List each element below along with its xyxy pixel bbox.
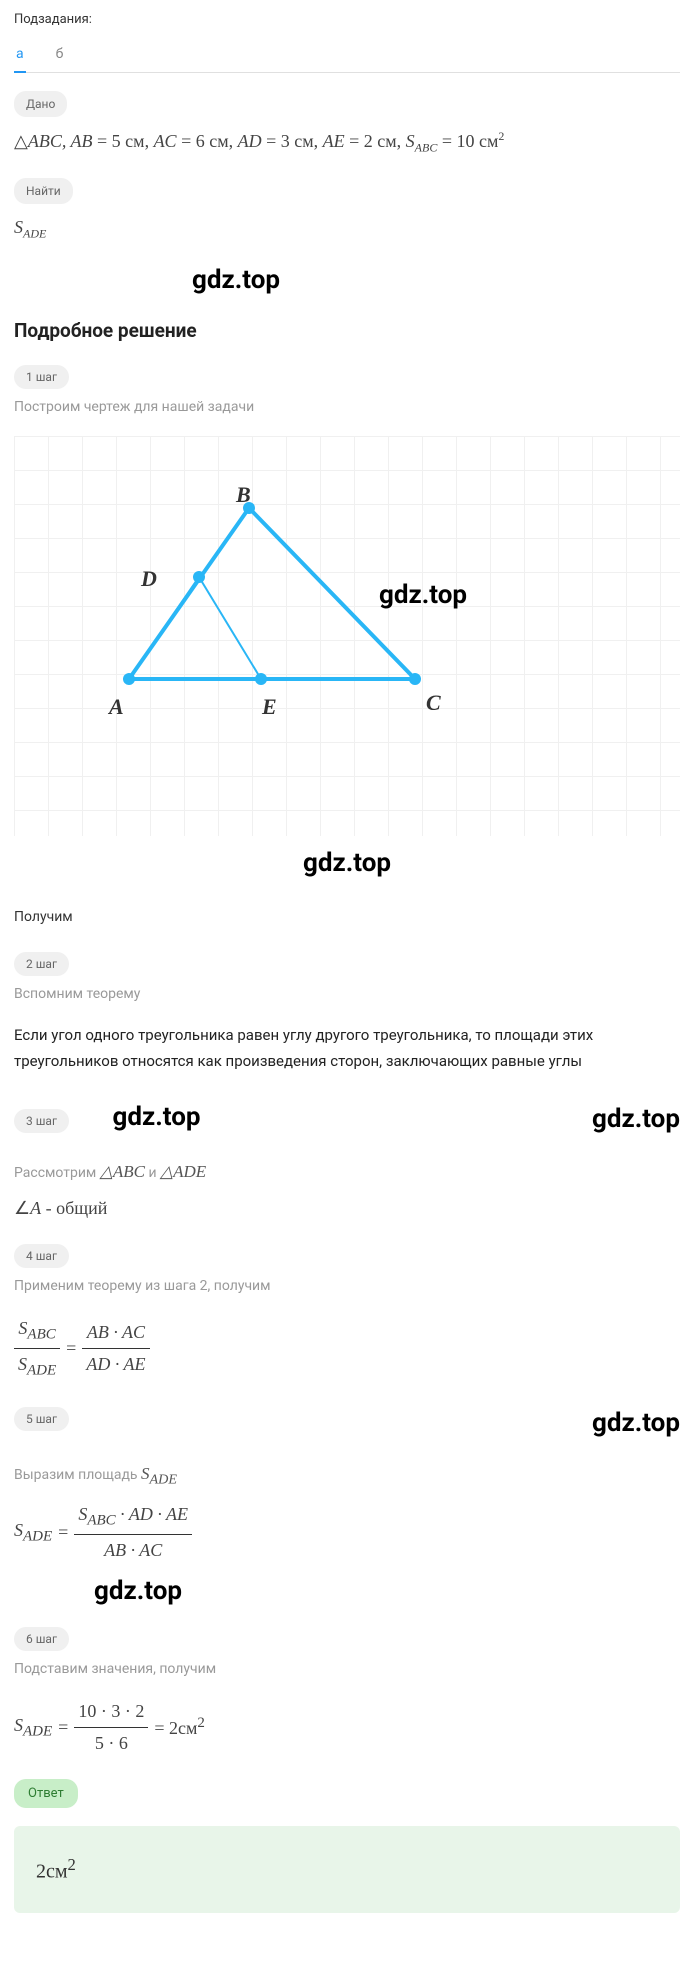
subtasks-label: Подзадания: bbox=[14, 10, 680, 30]
solution-title: Подробное решение bbox=[14, 317, 680, 346]
label-a: A bbox=[109, 690, 124, 723]
equation-ratio: SABC SADE = AB · AC AD · AE bbox=[14, 1315, 680, 1382]
watermark-4: gdz.top bbox=[592, 1100, 680, 1139]
equation-final: SADE = 10 · 3 · 2 5 · 6 = 2см2 bbox=[14, 1698, 680, 1757]
find-expression: SADE bbox=[14, 214, 680, 243]
step-1: 1 шаг Построим чертеж для нашей задачи bbox=[14, 365, 680, 418]
step-6: 6 шаг Подставим значения, получим bbox=[14, 1627, 680, 1680]
point-c bbox=[409, 673, 421, 685]
line-de bbox=[199, 577, 261, 679]
point-d bbox=[193, 571, 205, 583]
line-ad bbox=[129, 577, 199, 679]
label-b: B bbox=[236, 478, 251, 511]
step-5-desc: Выразим площадь SADE bbox=[14, 1461, 680, 1491]
step-4-desc: Применим теорему из шага 2, получим bbox=[14, 1276, 680, 1297]
triangle-abc bbox=[129, 508, 415, 679]
label-c: C bbox=[426, 686, 441, 719]
find-chip: Найти bbox=[14, 178, 73, 204]
equation-sade: SADE = SABC · AD · AE AB · AC bbox=[14, 1501, 680, 1564]
watermark-5: gdz.top bbox=[592, 1404, 680, 1443]
step-5: 5 шаг gdz.top bbox=[14, 1404, 680, 1443]
figure-svg bbox=[14, 436, 680, 836]
step-6-desc: Подставим значения, получим bbox=[14, 1659, 680, 1680]
step-1-chip: 1 шаг bbox=[14, 365, 69, 389]
step-4: 4 шаг Применим теорему из шага 2, получи… bbox=[14, 1244, 680, 1297]
label-e: E bbox=[262, 690, 277, 723]
step-2: 2 шаг Вспомним теорему bbox=[14, 952, 680, 1005]
geometry-figure: A B C D E gdz.top bbox=[14, 436, 680, 836]
angle-a-common: ∠A - общий bbox=[14, 1195, 680, 1222]
answer-box: 2см2 bbox=[14, 1826, 680, 1913]
step-2-chip: 2 шаг bbox=[14, 952, 69, 976]
step-4-chip: 4 шаг bbox=[14, 1244, 69, 1268]
poluchim-label: Получим bbox=[14, 907, 680, 928]
watermark-1: gdz.top bbox=[192, 261, 280, 300]
tab-b[interactable]: б bbox=[54, 38, 66, 72]
point-e bbox=[255, 673, 267, 685]
step-6-chip: 6 шаг bbox=[14, 1627, 69, 1651]
watermark-2: gdz.top bbox=[303, 848, 391, 878]
given-chip: Дано bbox=[14, 91, 67, 117]
step-2-desc: Вспомним теорему bbox=[14, 984, 680, 1005]
label-d: D bbox=[141, 562, 157, 595]
step-3-desc: Рассмотрим △ABC и △ADE bbox=[14, 1159, 680, 1185]
tab-a[interactable]: а bbox=[14, 38, 26, 73]
step-1-desc: Построим чертеж для нашей задачи bbox=[14, 397, 680, 418]
tabs: а б bbox=[14, 38, 680, 73]
step-3: 3 шаг gdz.top gdz.top bbox=[14, 1098, 680, 1141]
watermark-3: gdz.top bbox=[112, 1102, 200, 1132]
theorem-text: Если угол одного треугольника равен углу… bbox=[14, 1023, 680, 1074]
step-3-chip: 3 шаг bbox=[14, 1109, 69, 1133]
given-expression: △ABC, AB = 5 см, AC = 6 см, AD = 3 см, A… bbox=[14, 127, 680, 157]
point-a bbox=[123, 673, 135, 685]
answer-chip: Ответ bbox=[14, 1779, 78, 1809]
watermark-6: gdz.top bbox=[94, 1576, 182, 1606]
step-5-chip: 5 шаг bbox=[14, 1407, 69, 1431]
